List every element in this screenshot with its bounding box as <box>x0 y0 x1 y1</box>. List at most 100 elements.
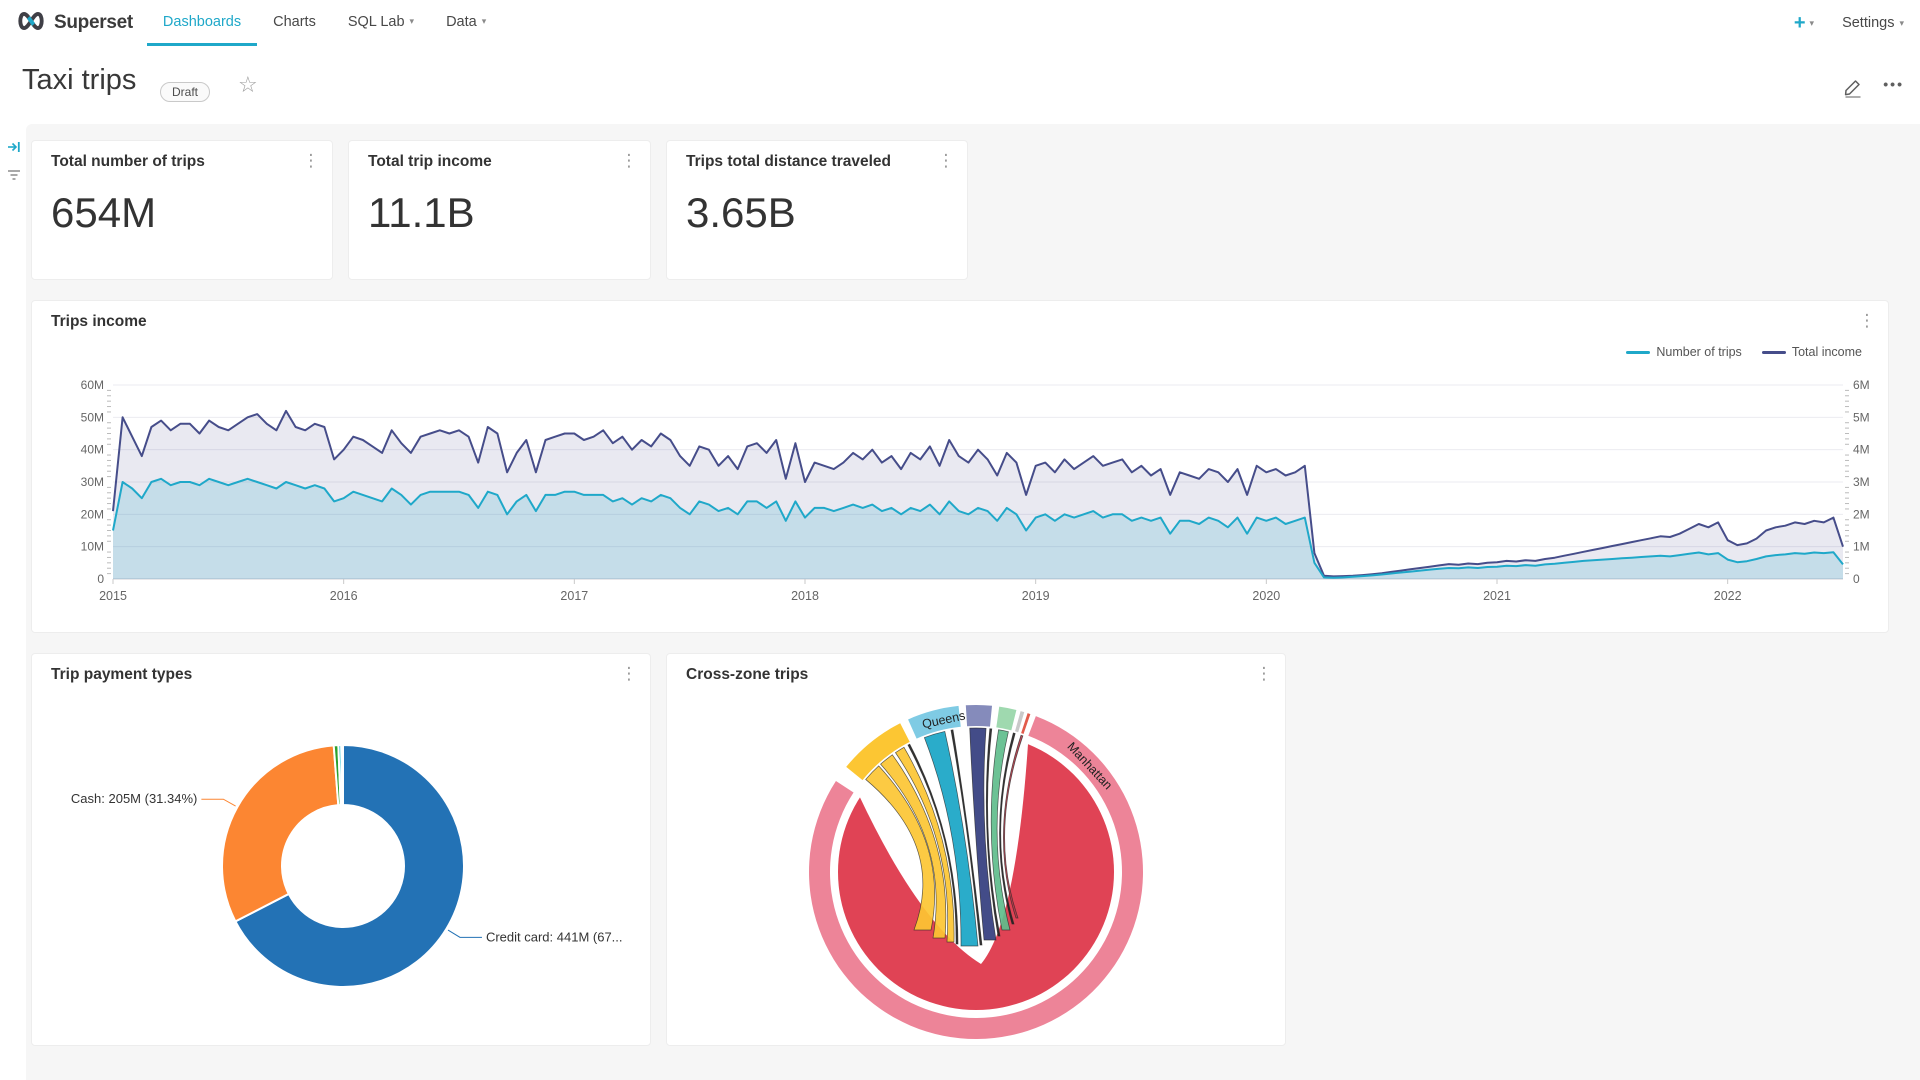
nav-right: + ▾ Settings ▾ <box>1794 0 1904 46</box>
slice-callout-label: Cash: 205M (31.34%) <box>71 791 197 806</box>
chord-ribbon[interactable] <box>999 732 1016 925</box>
chord-zone-arc[interactable] <box>1021 713 1031 734</box>
donut-slice-credit-card[interactable] <box>234 743 465 988</box>
kpi-value: 11.1B <box>368 189 475 236</box>
collapsed-filter-bar <box>0 124 26 1080</box>
svg-text:6M: 6M <box>1853 378 1870 392</box>
plus-icon: + <box>1793 12 1806 34</box>
chevron-down-icon: ▾ <box>409 16 415 26</box>
top-nav: Superset Dashboards Charts SQL Lab ▾ Data ▾ +… <box>0 0 1920 47</box>
kpi-card: Trips total distance traveled ⋮ 3.65B <box>666 140 968 280</box>
svg-text:30M: 30M <box>81 475 104 489</box>
svg-text:40M: 40M <box>81 443 104 457</box>
chord-zone-arc[interactable] <box>965 705 993 727</box>
kpi-title: Trips total distance traveled <box>686 153 892 170</box>
chord-ribbon[interactable] <box>907 743 959 945</box>
svg-text:20M: 20M <box>81 507 104 521</box>
chevron-down-icon: ▾ <box>481 16 487 26</box>
legend-label: Number of trips <box>1656 345 1742 359</box>
svg-text:5M: 5M <box>1853 410 1870 424</box>
favorite-star-button[interactable]: ☆ <box>238 72 258 97</box>
svg-text:2021: 2021 <box>1483 589 1511 603</box>
nav-item-sql-lab[interactable]: SQL Lab ▾ <box>332 0 430 46</box>
chord-ribbon[interactable] <box>894 746 955 943</box>
svg-text:2019: 2019 <box>1022 589 1050 603</box>
svg-text:2M: 2M <box>1853 507 1870 521</box>
brand-name: Superset <box>54 12 133 33</box>
chart-menu-button[interactable]: ⋮ <box>937 151 955 170</box>
chord-ribbon[interactable] <box>950 729 983 946</box>
legend-swatch <box>1626 350 1651 354</box>
kpi-card: Total trip income ⋮ 11.1B <box>348 140 651 280</box>
donut-chart-svg: Cash: 205M (31.34%) Credit card: 441M (67… <box>71 743 623 988</box>
chart-menu-button[interactable]: ⋮ <box>302 151 320 170</box>
chart-legend: Number of trips Total income <box>1626 345 1862 359</box>
slice-callout-label: Credit card: 441M (67... <box>486 929 623 944</box>
chord-ribbon[interactable] <box>969 727 997 941</box>
chart-menu-button[interactable]: ⋮ <box>620 664 638 683</box>
dashboard-body: Total number of trips ⋮ 654M Total trip inc… <box>0 124 1920 1080</box>
svg-text:4M: 4M <box>1853 443 1870 457</box>
chord-zone-arc[interactable] <box>1015 711 1025 733</box>
dashboard-menu-button[interactable]: ••• <box>1883 76 1904 92</box>
chart-menu-button[interactable]: ⋮ <box>1255 664 1273 683</box>
settings-label: Settings <box>1842 15 1895 31</box>
legend-item[interactable]: Number of trips <box>1626 345 1742 359</box>
svg-text:0: 0 <box>1853 572 1860 586</box>
chord-zone-arc[interactable] <box>846 723 910 781</box>
chart-menu-button[interactable]: ⋮ <box>620 151 638 170</box>
chord-ribbon[interactable] <box>923 730 979 947</box>
nav-item-label: Charts <box>273 13 316 30</box>
svg-text:2017: 2017 <box>560 589 588 603</box>
kpi-value: 3.65B <box>686 189 796 236</box>
kpi-title: Total number of trips <box>51 153 205 170</box>
svg-text:2020: 2020 <box>1252 589 1280 603</box>
settings-menu[interactable]: Settings ▾ <box>1842 15 1904 31</box>
svg-text:2018: 2018 <box>791 589 819 603</box>
pencil-icon <box>1844 80 1861 98</box>
panel-trip-payment-types: Trip payment types ⋮ Cash: 205M (31.34%)… <box>31 653 651 1046</box>
page-title: Taxi trips <box>22 64 137 96</box>
nav-item-label: Data <box>446 13 477 30</box>
chord-zone-arc[interactable] <box>996 706 1017 731</box>
status-badge: Draft <box>160 82 211 102</box>
superset-logo[interactable]: Superset <box>16 0 133 46</box>
kpi-title: Total trip income <box>368 153 492 170</box>
filter-collapse-icon[interactable] <box>7 168 21 187</box>
panel-cross-zone-trips: Cross-zone trips ⋮ Manhattan Queens <box>666 653 1286 1046</box>
svg-text:2016: 2016 <box>330 589 358 603</box>
chord-zone-arc-queens[interactable] <box>908 705 961 739</box>
chord-ribbon[interactable] <box>880 754 947 939</box>
svg-text:10M: 10M <box>81 540 104 554</box>
chevron-down-icon: ▾ <box>1809 17 1815 28</box>
donut-slice-other[interactable] <box>340 743 344 807</box>
line-chart-svg: 0 0 10M 1M 20M 2M 30M 3M 40M 4M 50M 5M 60M 6M 2015 2016… <box>81 378 1870 603</box>
svg-text:1M: 1M <box>1853 540 1870 554</box>
kpi-value: 654M <box>51 189 157 236</box>
nav-item-dashboards[interactable]: Dashboards <box>146 0 258 46</box>
donut-slice-cash[interactable] <box>221 744 340 923</box>
add-button[interactable]: + ▾ <box>1794 13 1814 33</box>
nav-item-data[interactable]: Data ▾ <box>430 0 502 46</box>
svg-text:50M: 50M <box>81 410 104 424</box>
expand-filter-bar-button[interactable] <box>7 140 21 159</box>
svg-text:2015: 2015 <box>99 589 127 603</box>
svg-text:2022: 2022 <box>1714 589 1742 603</box>
panel-title: Cross-zone trips <box>686 666 809 683</box>
infinity-logo-icon <box>16 9 46 38</box>
legend-swatch <box>1761 350 1786 354</box>
chord-ribbon[interactable] <box>1003 734 1024 919</box>
panel-trips-income: Trips income ⋮ Number of trips Total inco… <box>31 300 1889 633</box>
edit-dashboard-button[interactable] <box>1842 76 1864 103</box>
nav-item-label: Dashboards <box>162 13 242 30</box>
chord-ribbon[interactable] <box>865 765 936 931</box>
nav-menu: Dashboards Charts SQL Lab ▾ Data ▾ <box>146 0 502 46</box>
legend-item[interactable]: Total income <box>1761 345 1862 359</box>
nav-item-charts[interactable]: Charts <box>257 0 332 46</box>
chevron-down-icon: ▾ <box>1899 17 1904 28</box>
chart-menu-button[interactable]: ⋮ <box>1858 311 1876 330</box>
chord-ribbon[interactable] <box>985 728 1001 937</box>
panel-title: Trip payment types <box>51 666 193 683</box>
chord-ribbon[interactable] <box>990 729 1011 931</box>
